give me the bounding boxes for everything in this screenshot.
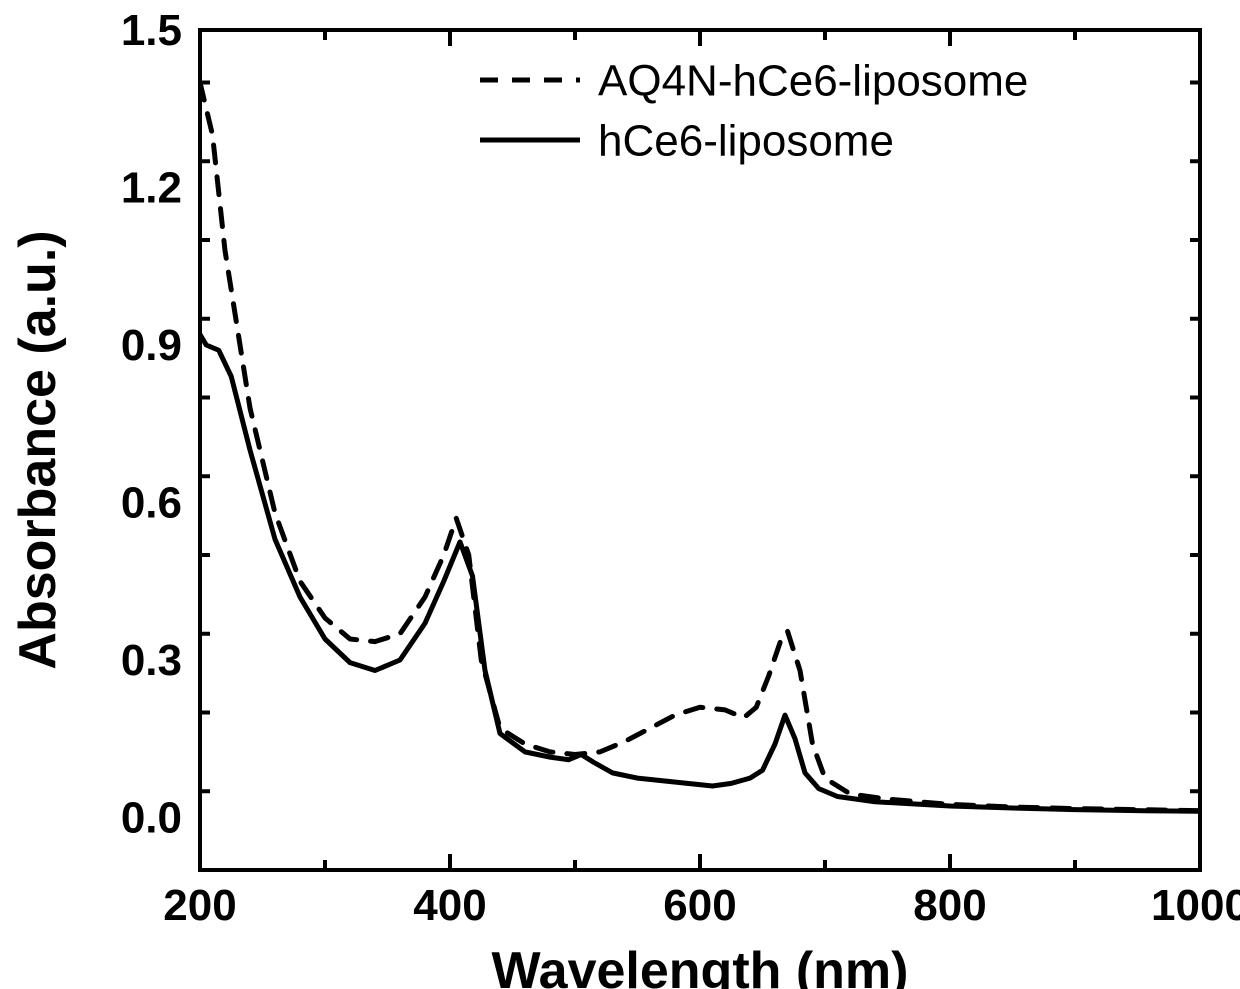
x-tick-label: 800	[913, 881, 986, 930]
chart-svg: 200 400 600 800 1000 0.0 0.3 0.6 0.9 1.2 1.5 Wavele…	[0, 0, 1240, 989]
series-line	[200, 83, 1200, 811]
y-axis-label: Absorbance (a.u.)	[9, 230, 67, 669]
y-tick-label: 0.0	[121, 794, 182, 843]
y-tick-label: 1.2	[121, 164, 182, 213]
x-tick-label: 200	[163, 881, 236, 930]
y-tick-label: 1.5	[121, 6, 182, 55]
y-tick-label: 0.9	[121, 321, 182, 370]
y-tick-label: 0.6	[121, 479, 182, 528]
legend-label: AQ4N-hCe6-liposome	[598, 56, 1028, 105]
y-tick-label: 0.3	[121, 636, 182, 685]
x-tick-label: 400	[413, 881, 486, 930]
x-axis-label: Wavelength (nm)	[492, 942, 909, 989]
series-line	[200, 335, 1200, 812]
x-tick-label: 600	[663, 881, 736, 930]
legend-label: hCe6-liposome	[598, 116, 894, 165]
x-tick-label: 1000	[1151, 881, 1240, 930]
absorbance-chart: 200 400 600 800 1000 0.0 0.3 0.6 0.9 1.2 1.5 Wavele…	[0, 0, 1240, 989]
